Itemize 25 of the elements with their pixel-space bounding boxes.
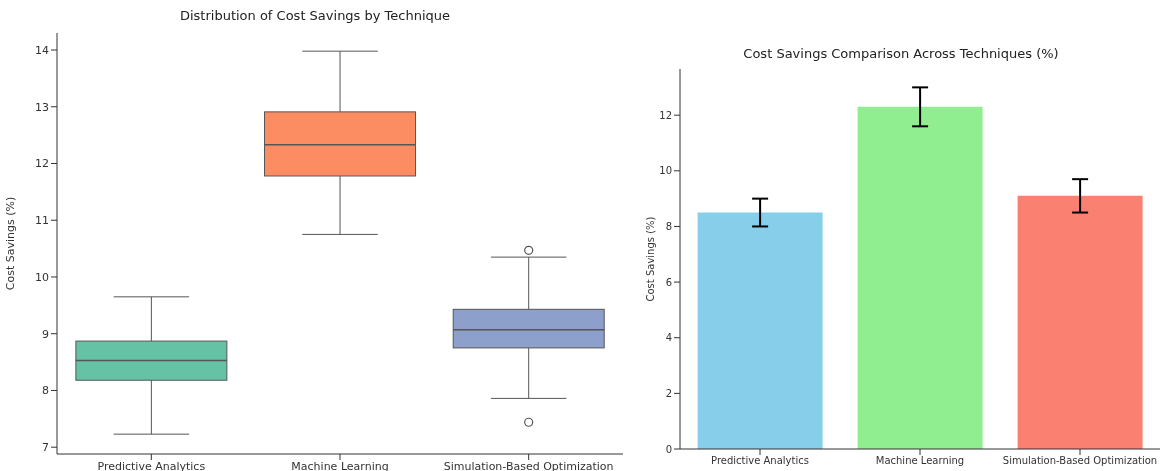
y-tick-label: 4: [665, 332, 672, 344]
bar: [1017, 195, 1143, 449]
y-tick-label: 9: [42, 327, 49, 341]
y-tick-label: 12: [35, 157, 49, 171]
y-tick-label: 10: [35, 270, 49, 284]
bar: [697, 212, 823, 449]
x-tick-label: Machine Learning: [875, 455, 965, 467]
y-tick-label: 6: [665, 276, 672, 288]
y-tick-label: 10: [659, 165, 672, 177]
y-tick-label: 7: [42, 441, 49, 455]
y-tick-label: 12: [659, 109, 672, 121]
bar: [857, 106, 983, 449]
x-tick-label: Simulation-Based Optimization: [1002, 455, 1158, 467]
chart-title: Distribution of Cost Savings by Technique: [178, 8, 452, 23]
y-axis-title: Cost Savings (%): [3, 196, 17, 291]
y-tick-label: 0: [665, 443, 672, 455]
y-axis-title: Cost Savings (%): [644, 216, 656, 302]
y-tick-label: 8: [665, 221, 672, 232]
x-tick-label: Predictive Analytics: [711, 455, 809, 467]
chart-title: Cost Savings Comparison Across Techniques (%): [742, 46, 1060, 61]
y-tick-label: 11: [35, 214, 49, 228]
y-tick-label: 13: [35, 100, 49, 114]
y-tick-label: 8: [42, 384, 49, 398]
y-tick-label: 14: [35, 43, 49, 57]
y-tick-label: 2: [665, 387, 672, 399]
